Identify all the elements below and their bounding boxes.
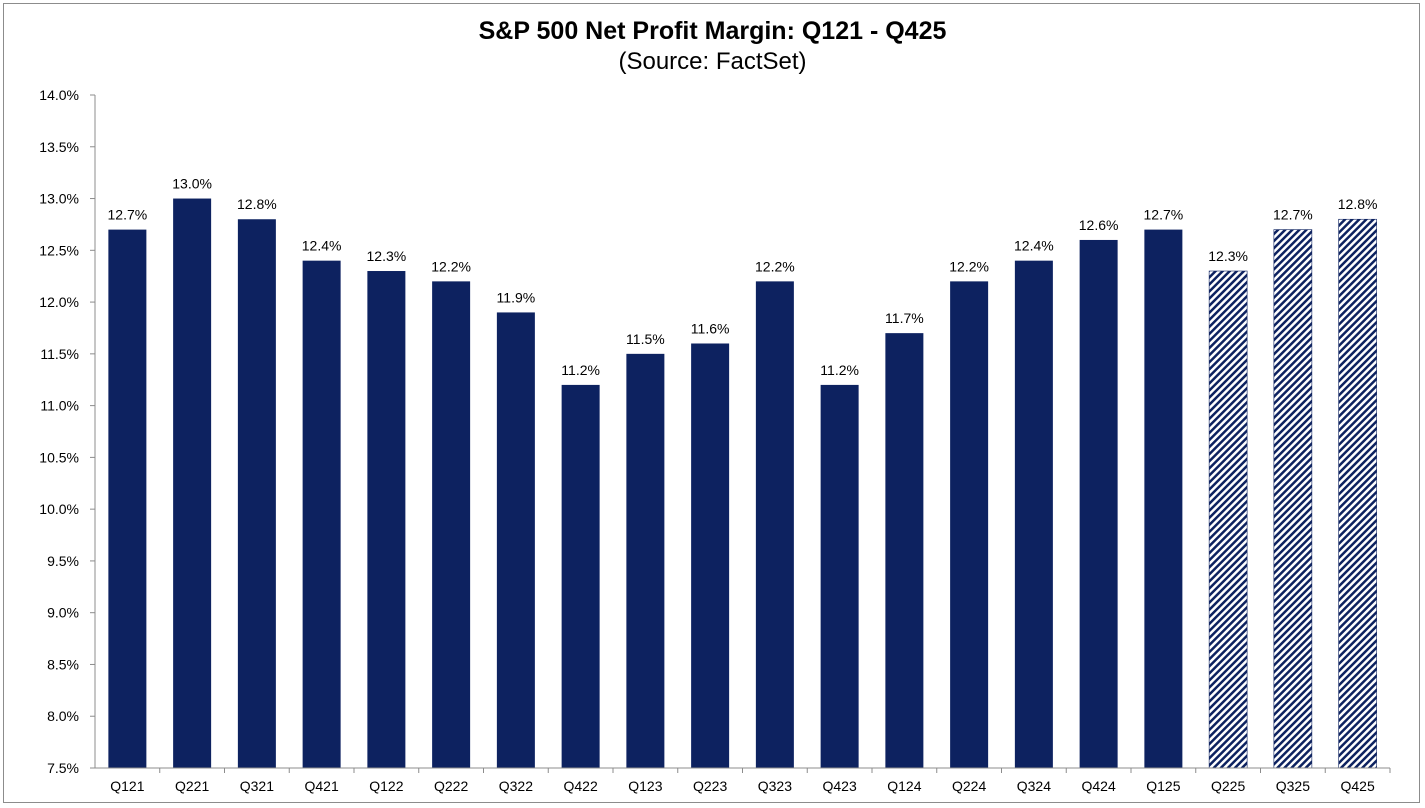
bar-q423: [820, 384, 859, 768]
bar-q224: [950, 281, 989, 768]
x-tick-label-q325: Q325: [1276, 778, 1310, 794]
data-label-q221: 13.0%: [172, 176, 212, 192]
x-tick-label-q423: Q423: [823, 778, 857, 794]
x-tick-label-q324: Q324: [1017, 778, 1051, 794]
data-label-q123: 11.5%: [626, 331, 665, 347]
chart-subtitle: (Source: FactSet): [618, 48, 807, 75]
x-tick-label-q323: Q323: [758, 778, 792, 794]
x-tick-label-q224: Q224: [952, 778, 986, 794]
x-tick-label-q321: Q321: [240, 778, 274, 794]
bar-q424: [1079, 239, 1118, 768]
y-tick-label: 12.5%: [39, 242, 79, 258]
x-tick-label-q121: Q121: [110, 778, 144, 794]
x-tick-label-q225: Q225: [1211, 778, 1245, 794]
y-tick-label: 10.0%: [39, 501, 79, 517]
y-tick-label: 11.5%: [40, 346, 79, 362]
data-label-q322: 11.9%: [497, 289, 536, 305]
data-label-q225: 12.3%: [1208, 248, 1248, 264]
bar-q221: [173, 198, 212, 769]
data-label-q422: 11.2%: [561, 362, 600, 378]
y-axis: 7.5% 8.0% 8.5% 9.0% 9.5% 10.0% 10.5% 11.0% 11.5%…: [39, 87, 96, 776]
y-tick-label: 14.0%: [39, 87, 79, 103]
data-label-q121: 12.7%: [108, 207, 148, 223]
bar-q321: [237, 219, 276, 768]
y-tick-label: 13.0%: [39, 191, 79, 207]
data-label-q222: 12.2%: [431, 258, 471, 274]
bar-q124: [885, 333, 924, 768]
x-tick-label-q223: Q223: [693, 778, 727, 794]
x-tick-label-q124: Q124: [887, 778, 921, 794]
data-label-q425: 12.8%: [1338, 196, 1378, 212]
bar-q225: [1208, 270, 1248, 769]
x-axis: Q121 Q221 Q321 Q421 Q122 Q222 Q322 Q422 Q123 Q223…: [95, 767, 1391, 794]
bar-q222: [432, 281, 471, 768]
bar-q324: [1014, 260, 1053, 768]
data-label-q323: 12.2%: [755, 258, 795, 274]
data-label-q324: 12.4%: [1014, 238, 1054, 254]
bar-q223: [691, 343, 730, 768]
bar-q325: [1273, 229, 1313, 769]
bar-q323: [755, 281, 794, 768]
y-tick-label: 12.0%: [39, 294, 79, 310]
x-tick-label-q425: Q425: [1341, 778, 1375, 794]
x-tick-label-q222: Q222: [434, 778, 468, 794]
data-label-q122: 12.3%: [367, 248, 407, 264]
data-label-q124: 11.7%: [885, 310, 924, 326]
x-tick-label-q422: Q422: [564, 778, 598, 794]
bar-q422: [561, 384, 600, 768]
x-tick-label-q122: Q122: [369, 778, 403, 794]
data-label-q423: 11.2%: [820, 362, 859, 378]
data-label-q325: 12.7%: [1273, 207, 1313, 223]
bar-q122: [367, 271, 406, 768]
y-tick-label: 9.0%: [47, 605, 79, 621]
bar-q322: [496, 312, 535, 768]
y-tick-label: 11.0%: [40, 398, 79, 414]
data-label-q125: 12.7%: [1144, 207, 1184, 223]
bars: 12.7% 13.0% 12.8% 12.4% 12.3% 12.2% 11.9% 11.2%…: [108, 176, 1378, 769]
data-label-q421: 12.4%: [302, 238, 342, 254]
y-tick-label: 8.0%: [47, 708, 79, 724]
x-tick-label-q322: Q322: [499, 778, 533, 794]
bar-q123: [626, 353, 665, 768]
data-label-q424: 12.6%: [1079, 217, 1119, 233]
y-tick-label: 8.5%: [47, 656, 79, 672]
x-tick-label-q125: Q125: [1146, 778, 1180, 794]
bar-q121: [108, 229, 147, 769]
data-label-q321: 12.8%: [237, 196, 277, 212]
x-tick-label-q123: Q123: [628, 778, 662, 794]
bar-q125: [1144, 229, 1183, 769]
bar-q421: [302, 260, 341, 768]
y-tick-label: 13.5%: [39, 139, 79, 155]
y-tick-label: 10.5%: [39, 449, 79, 465]
x-tick-label-q221: Q221: [175, 778, 209, 794]
chart-title: S&P 500 Net Profit Margin: Q121 - Q425: [478, 17, 947, 45]
bar-q425: [1338, 218, 1377, 769]
y-tick-label: 7.5%: [47, 760, 79, 776]
x-tick-label-q424: Q424: [1082, 778, 1116, 794]
y-tick-label: 9.5%: [47, 553, 79, 569]
data-label-q223: 11.6%: [691, 320, 730, 336]
data-label-q224: 12.2%: [949, 258, 989, 274]
x-tick-label-q421: Q421: [305, 778, 339, 794]
